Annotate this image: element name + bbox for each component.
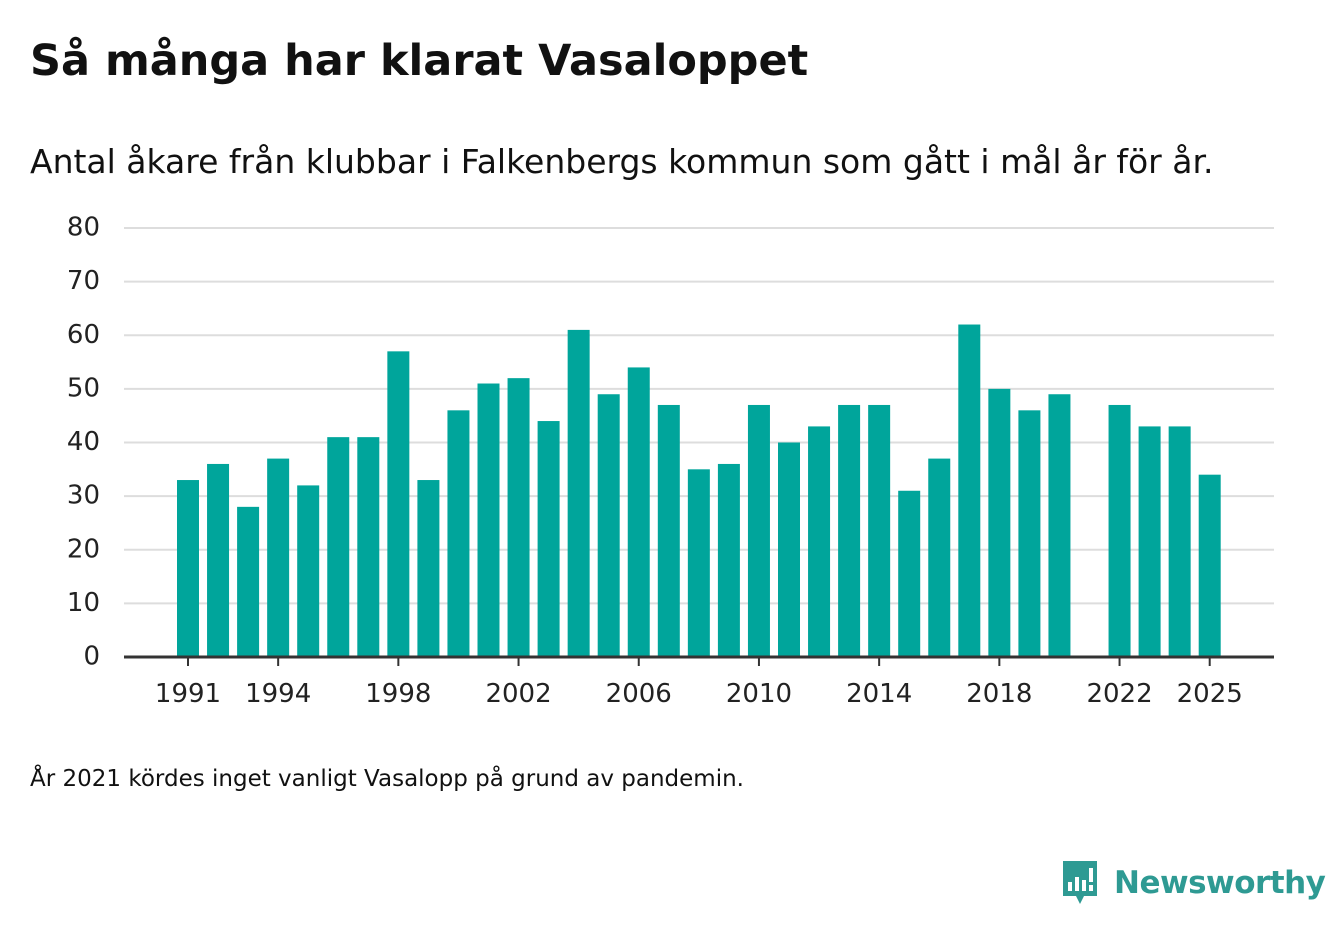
y-tick-label: 70 <box>67 266 100 296</box>
bar-1997 <box>357 437 380 657</box>
bar-2017 <box>958 324 981 657</box>
bar-2000 <box>447 410 470 657</box>
x-tick-label: 2006 <box>606 679 672 709</box>
bar-2002 <box>507 378 530 657</box>
brand-name: Newsworthy <box>1114 865 1326 901</box>
bar-2013 <box>838 404 861 657</box>
bar-2020 <box>1048 394 1071 657</box>
bar-2015 <box>898 490 921 657</box>
bar-2006 <box>627 367 650 657</box>
bar-2007 <box>657 404 680 657</box>
bar-2022 <box>1108 404 1131 657</box>
bar-1996 <box>327 437 350 657</box>
bar-1995 <box>297 485 320 657</box>
bar-1992 <box>207 463 230 657</box>
y-tick-label: 80 <box>67 213 100 243</box>
bar-1991 <box>177 480 199 657</box>
bars <box>177 324 1221 658</box>
footnote: År 2021 kördes inget vanligt Vasalopp på… <box>30 766 744 792</box>
y-tick-label: 10 <box>67 588 100 618</box>
bar-2016 <box>928 458 951 657</box>
y-tick-label: 60 <box>67 320 100 350</box>
y-tick-label: 30 <box>67 481 100 511</box>
bar-2011 <box>778 442 800 657</box>
x-tick-label: 2010 <box>726 679 792 709</box>
bar-2008 <box>687 469 710 657</box>
brand-logo[interactable]: Newsworthy <box>1060 858 1326 908</box>
x-tick-label: 2014 <box>846 679 912 709</box>
x-axis-ticks: 1991 1994 1998 2002 2006 2010 2014 2018 2022 2025 <box>155 657 1243 709</box>
bar-2025 <box>1198 474 1221 657</box>
bar-2005 <box>597 394 620 657</box>
bar-2001 <box>477 383 500 657</box>
x-tick-label: 2022 <box>1086 679 1152 709</box>
bar-2023 <box>1138 426 1161 657</box>
bar-1998 <box>387 351 410 657</box>
bar-2009 <box>717 463 740 657</box>
y-axis-ticks: 0 10 20 30 40 50 60 70 80 <box>67 213 100 672</box>
bar-chart: 0 10 20 30 40 50 60 70 80 1991 1994 1998 2002 2006 20… <box>67 213 1274 709</box>
x-tick-label: 1991 <box>155 679 221 709</box>
y-tick-label: 0 <box>83 642 100 672</box>
y-tick-label: 20 <box>67 534 100 564</box>
x-tick-label: 1998 <box>365 679 431 709</box>
y-tick-label: 50 <box>67 373 100 403</box>
bar-2010 <box>747 404 770 657</box>
newsworthy-logo-icon <box>1063 861 1097 904</box>
bar-2024 <box>1168 426 1191 657</box>
bar-2004 <box>567 329 590 657</box>
bar-1993 <box>237 506 260 657</box>
x-tick-label: 2018 <box>966 679 1032 709</box>
bar-2003 <box>537 421 560 657</box>
bar-1999 <box>417 480 440 657</box>
x-tick-label: 2002 <box>485 679 551 709</box>
chart-subtitle: Antal åkare från klubbar i Falkenbergs k… <box>30 142 1214 181</box>
bar-2014 <box>868 404 891 657</box>
bar-2019 <box>1018 410 1041 657</box>
bar-1994 <box>267 458 290 657</box>
bar-2012 <box>808 426 831 657</box>
y-tick-label: 40 <box>67 427 100 457</box>
x-tick-label: 1994 <box>245 679 311 709</box>
x-tick-label: 2025 <box>1177 679 1243 709</box>
chart-title: Så många har klarat Vasaloppet <box>30 36 809 86</box>
bar-2018 <box>988 388 1011 658</box>
